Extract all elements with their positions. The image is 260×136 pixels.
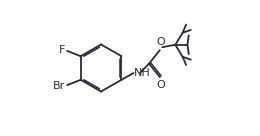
Text: O: O (156, 81, 165, 90)
Text: O: O (156, 37, 165, 47)
Text: Br: Br (53, 81, 66, 91)
Text: NH: NH (134, 68, 151, 78)
Text: F: F (59, 45, 66, 55)
